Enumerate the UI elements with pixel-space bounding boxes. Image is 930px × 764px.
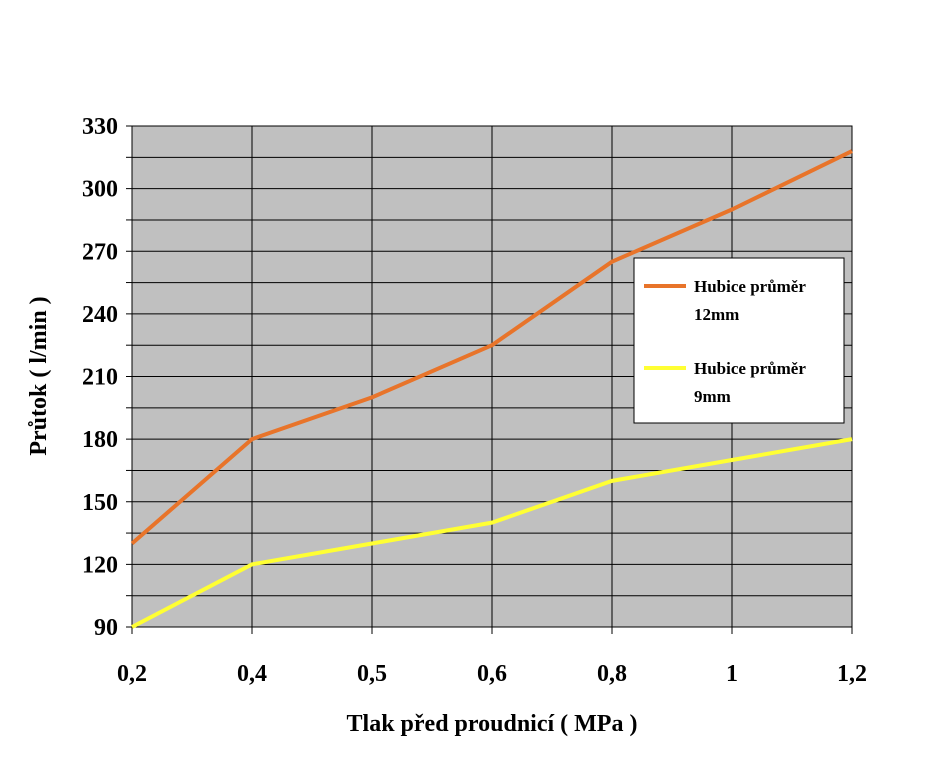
legend: Hubice průměr 12mm Hubice průměr 9mm	[633, 257, 845, 424]
y-tick-label: 270	[82, 239, 118, 265]
x-tick-label: 1	[726, 661, 738, 687]
y-tick-label: 180	[82, 427, 118, 453]
legend-label-9mm-line1: Hubice průměr	[694, 359, 806, 378]
y-tick-label: 330	[82, 114, 118, 140]
x-axis-label: Tlak před proudnicí ( MPa )	[347, 711, 638, 737]
x-ticks: 0,2 0,4 0,5 0,6 0,8 1 1,2	[117, 661, 867, 687]
series-line-9mm	[131, 437, 853, 629]
x-tick-label: 0,5	[357, 661, 387, 687]
y-ticks: 90 120 150 180 210 240 270 300 330	[82, 114, 118, 641]
x-tick-label: 1,2	[837, 661, 867, 687]
x-tick-label: 0,6	[477, 661, 507, 687]
y-tick-label: 150	[82, 490, 118, 516]
legend-label-12mm-line1: Hubice průměr	[694, 277, 806, 296]
series-line-12mm	[130, 149, 853, 546]
x-tick-label: 0,2	[117, 661, 147, 687]
x-tick-label: 0,4	[237, 661, 267, 687]
x-tick-label: 0,8	[597, 661, 627, 687]
y-tick-label: 300	[82, 177, 118, 203]
series-lines	[130, 149, 853, 629]
y-tick-label: 210	[82, 365, 118, 391]
y-tick-label: 240	[82, 302, 118, 328]
legend-label-9mm-line2: 9mm	[694, 387, 731, 406]
legend-label-12mm-line2: 12mm	[694, 305, 739, 324]
y-tick-label: 120	[82, 552, 118, 578]
y-tick-label: 90	[94, 615, 118, 641]
y-axis-label: Průtok ( l/min )	[26, 296, 52, 455]
